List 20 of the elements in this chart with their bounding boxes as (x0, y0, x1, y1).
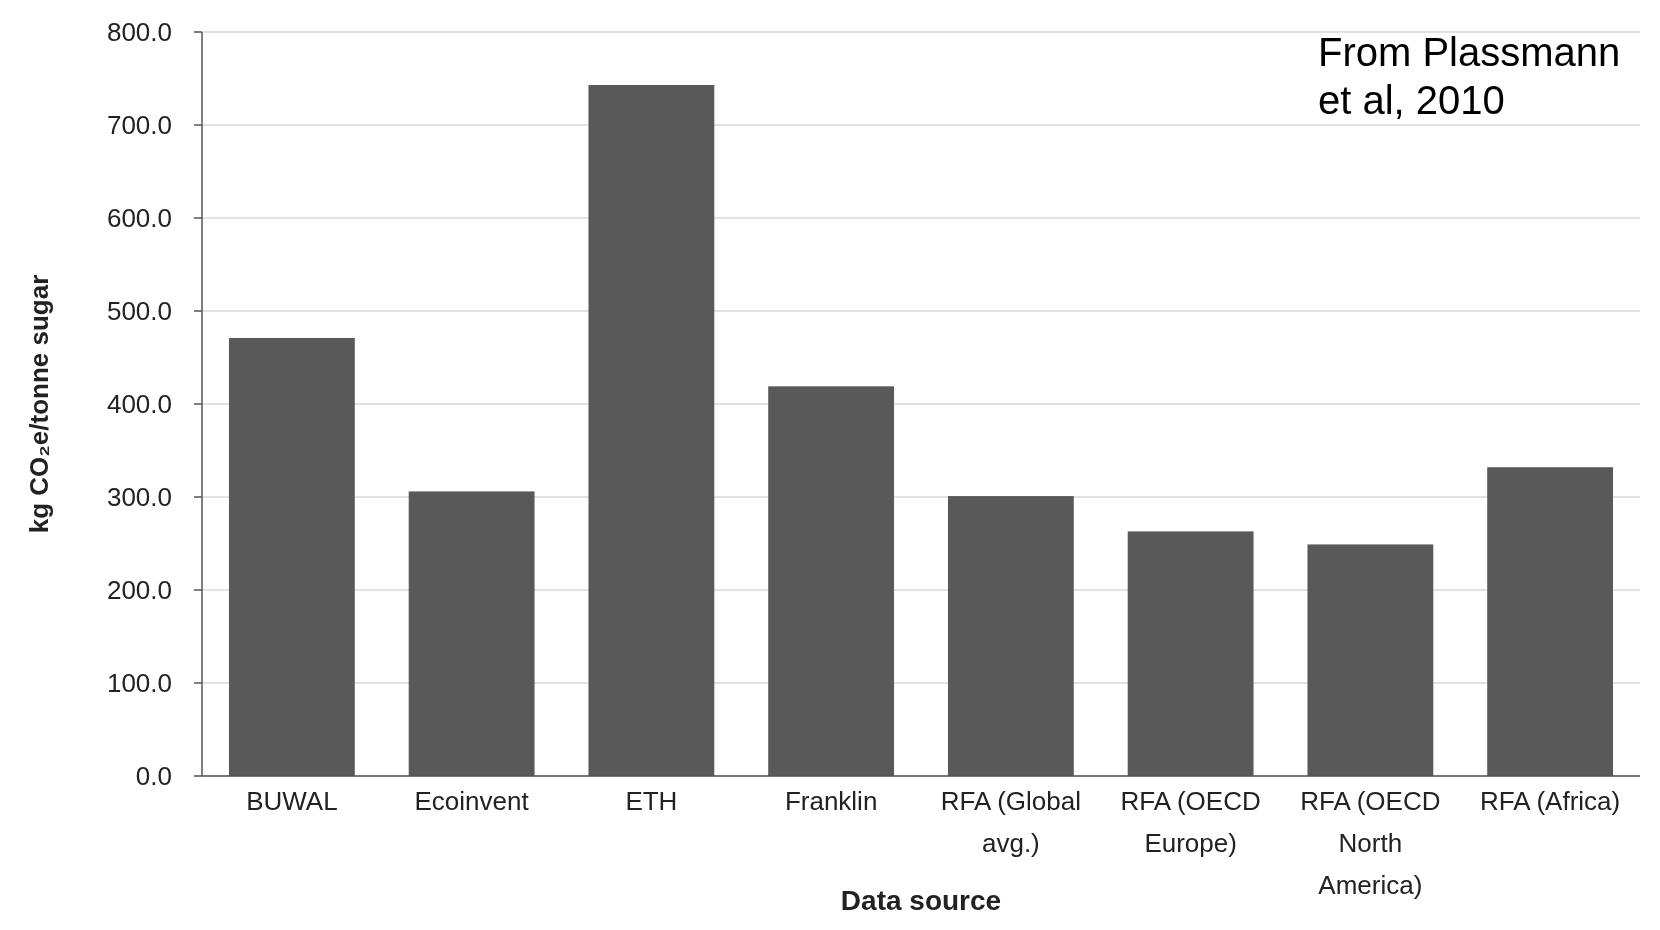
y-tick-label: 500.0 (106, 296, 172, 327)
y-tick-label: 300.0 (106, 482, 172, 513)
y-tick-label: 0.0 (135, 761, 172, 792)
x-axis-title: Data source (840, 885, 1002, 916)
x-tick-label: Franklin (784, 786, 878, 816)
x-tick-label: RFA (OECD North America) (1300, 786, 1441, 900)
y-tick-label: 700.0 (106, 110, 172, 141)
x-tick-label: RFA (OECD Europe) (1120, 786, 1261, 858)
x-tick-label: BUWAL (246, 786, 338, 816)
y-tick-label: 800.0 (106, 17, 172, 48)
x-tick-label: Ecoinvent (414, 786, 530, 816)
y-tick-label: 100.0 (106, 668, 172, 699)
x-tick-label: RFA (Global avg.) (940, 786, 1081, 858)
y-axis-title: kg CO₂e/tonne sugar (24, 274, 54, 534)
y-tick-label: 200.0 (106, 575, 172, 606)
annotation: From Plassmann et al, 2010 (1318, 30, 1621, 122)
y-tick-label: 600.0 (106, 203, 172, 234)
x-tick-label: ETH (625, 786, 678, 816)
x-tick-label: RFA (Africa) (1480, 786, 1621, 816)
y-tick-label: 400.0 (106, 389, 172, 420)
